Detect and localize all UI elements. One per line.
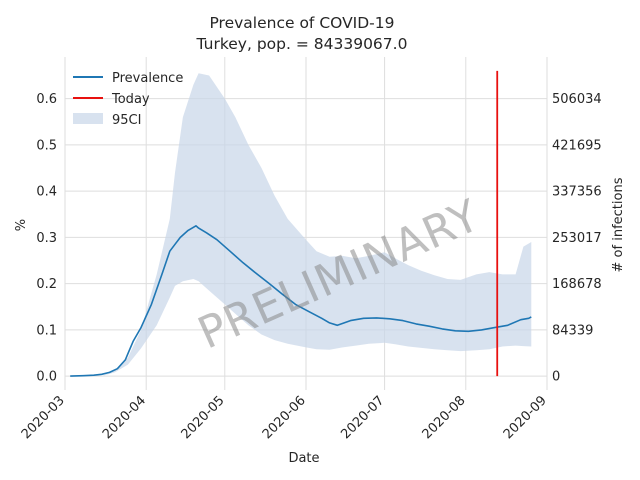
y2-tick-label: 337356 <box>552 185 602 200</box>
y2-tick-label: 84339 <box>552 323 593 338</box>
legend-ci-label: 95CI <box>112 113 141 128</box>
y2-tick-label: 506034 <box>552 92 602 107</box>
chart-title: Prevalence of COVID-19 <box>209 14 394 32</box>
legend-today-label: Today <box>111 92 150 107</box>
y-tick-label: 0.5 <box>36 138 57 153</box>
grid-lines <box>64 57 548 390</box>
y-tick-label: 0.4 <box>36 185 57 200</box>
prevalence-line <box>70 225 532 377</box>
ci-band-layer <box>70 73 532 377</box>
y2-tick-label: 168678 <box>552 277 602 292</box>
y2-tick-label: 0 <box>552 370 560 385</box>
y-tick-label: 0.1 <box>36 323 57 338</box>
legend-prevalence-label: Prevalence <box>112 71 183 86</box>
y-tick-label: 0.6 <box>36 92 57 107</box>
y2-tick-label: 253017 <box>552 231 602 246</box>
y-axis-label: % <box>14 219 29 231</box>
legend: Prevalence Today 95CI <box>73 71 183 128</box>
x-axis-label: Date <box>288 451 319 466</box>
y-tick-label: 0.3 <box>36 231 57 246</box>
y-tick-label: 0.2 <box>36 277 57 292</box>
y-tick-label: 0.0 <box>36 370 57 385</box>
ci-band <box>70 73 532 377</box>
chart-subtitle: Turkey, pop. = 84339067.0 <box>196 35 408 53</box>
legend-ci-swatch <box>73 113 103 124</box>
y2-tick-label: 421695 <box>552 138 602 153</box>
series-layer <box>70 70 532 377</box>
y2-axis-label: # of infections <box>611 177 626 272</box>
